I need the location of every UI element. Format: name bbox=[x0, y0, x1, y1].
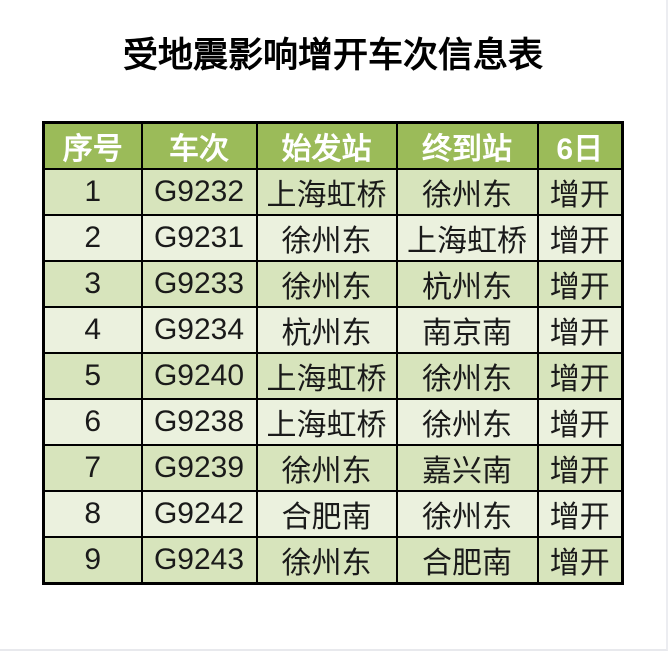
cell-r3-c2: G9233 bbox=[140, 260, 258, 308]
cell-r8-c3: 合肥南 bbox=[255, 490, 398, 538]
cell-r7-c4: 嘉兴南 bbox=[395, 444, 539, 492]
cell-r6-c3: 上海虹桥 bbox=[255, 398, 398, 446]
table-row-1: 1 G9232 上海虹桥 徐州东 增开 bbox=[42, 168, 624, 216]
cell-r5-c2: G9240 bbox=[140, 352, 258, 400]
cell-r2-c5: 增开 bbox=[536, 214, 624, 262]
cell-r5-c5: 增开 bbox=[536, 352, 624, 400]
table-row-5: 5 G9240 上海虹桥 徐州东 增开 bbox=[42, 352, 624, 400]
cell-r4-c1: 4 bbox=[42, 306, 143, 354]
train-info-table: 序号 车次 始发站 终到站 6日 1 G9232 上海虹桥 徐州东 增开 2 G9231 徐州东 上海虹… bbox=[42, 121, 624, 585]
table-header: 序号 车次 始发站 终到站 6日 bbox=[42, 121, 624, 170]
table-row-6: 6 G9238 上海虹桥 徐州东 增开 bbox=[42, 398, 624, 446]
cell-r2-c2: G9231 bbox=[140, 214, 258, 262]
cell-r4-c2: G9234 bbox=[140, 306, 258, 354]
column-header-3: 始发站 bbox=[255, 121, 398, 170]
cell-r8-c2: G9242 bbox=[140, 490, 258, 538]
cell-r9-c4: 合肥南 bbox=[395, 536, 539, 585]
cell-r6-c5: 增开 bbox=[536, 398, 624, 446]
cell-r9-c5: 增开 bbox=[536, 536, 624, 585]
table-body: 1 G9232 上海虹桥 徐州东 增开 2 G9231 徐州东 上海虹桥 增开 3 G9233 徐州东杭… bbox=[42, 168, 624, 585]
cell-r5-c1: 5 bbox=[42, 352, 143, 400]
table-row-4: 4 G9234 杭州东 南京南 增开 bbox=[42, 306, 624, 354]
cell-r6-c1: 6 bbox=[42, 398, 143, 446]
cell-r5-c4: 徐州东 bbox=[395, 352, 539, 400]
cell-r1-c1: 1 bbox=[42, 168, 143, 216]
cell-r1-c5: 增开 bbox=[536, 168, 624, 216]
cell-r8-c4: 徐州东 bbox=[395, 490, 539, 538]
table-row-3: 3 G9233 徐州东 杭州东 增开 bbox=[42, 260, 624, 308]
cell-r7-c3: 徐州东 bbox=[255, 444, 398, 492]
cell-r3-c4: 杭州东 bbox=[395, 260, 539, 308]
column-header-1: 序号 bbox=[42, 121, 143, 170]
column-header-2: 车次 bbox=[140, 121, 258, 170]
cell-r3-c3: 徐州东 bbox=[255, 260, 398, 308]
cell-r8-c5: 增开 bbox=[536, 490, 624, 538]
cell-r2-c1: 2 bbox=[42, 214, 143, 262]
cell-r3-c1: 3 bbox=[42, 260, 143, 308]
cell-r1-c4: 徐州东 bbox=[395, 168, 539, 216]
cell-r8-c1: 8 bbox=[42, 490, 143, 538]
cell-r6-c4: 徐州东 bbox=[395, 398, 539, 446]
cell-r2-c3: 徐州东 bbox=[255, 214, 398, 262]
cell-r6-c2: G9238 bbox=[140, 398, 258, 446]
column-header-4: 终到站 bbox=[395, 121, 539, 170]
table-row-9: 9 G9243 徐州东 合肥南 增开 bbox=[42, 536, 624, 585]
page-title: 受地震影响增开车次信息表 bbox=[122, 36, 543, 75]
cell-r4-c3: 杭州东 bbox=[255, 306, 398, 354]
cell-r7-c2: G9239 bbox=[140, 444, 258, 492]
cell-r7-c5: 增开 bbox=[536, 444, 624, 492]
cell-r4-c4: 南京南 bbox=[395, 306, 539, 354]
cell-r1-c2: G9232 bbox=[140, 168, 258, 216]
header-row: 序号 车次 始发站 终到站 6日 bbox=[42, 121, 624, 170]
table-row-8: 8 G9242 合肥南 徐州东 增开 bbox=[42, 490, 624, 538]
cell-r5-c3: 上海虹桥 bbox=[255, 352, 398, 400]
cell-r2-c4: 上海虹桥 bbox=[395, 214, 539, 262]
cell-r9-c2: G9243 bbox=[140, 536, 258, 585]
table-row-7: 7 G9239 徐州东 嘉兴南 增开 bbox=[42, 444, 624, 492]
cell-r9-c1: 9 bbox=[42, 536, 143, 585]
cell-r4-c5: 增开 bbox=[536, 306, 624, 354]
cell-r1-c3: 上海虹桥 bbox=[255, 168, 398, 216]
cell-r9-c3: 徐州东 bbox=[255, 536, 398, 585]
table-row-2: 2 G9231 徐州东 上海虹桥 增开 bbox=[42, 214, 624, 262]
cell-r7-c1: 7 bbox=[42, 444, 143, 492]
cell-r3-c5: 增开 bbox=[536, 260, 624, 308]
column-header-5: 6日 bbox=[536, 121, 624, 170]
